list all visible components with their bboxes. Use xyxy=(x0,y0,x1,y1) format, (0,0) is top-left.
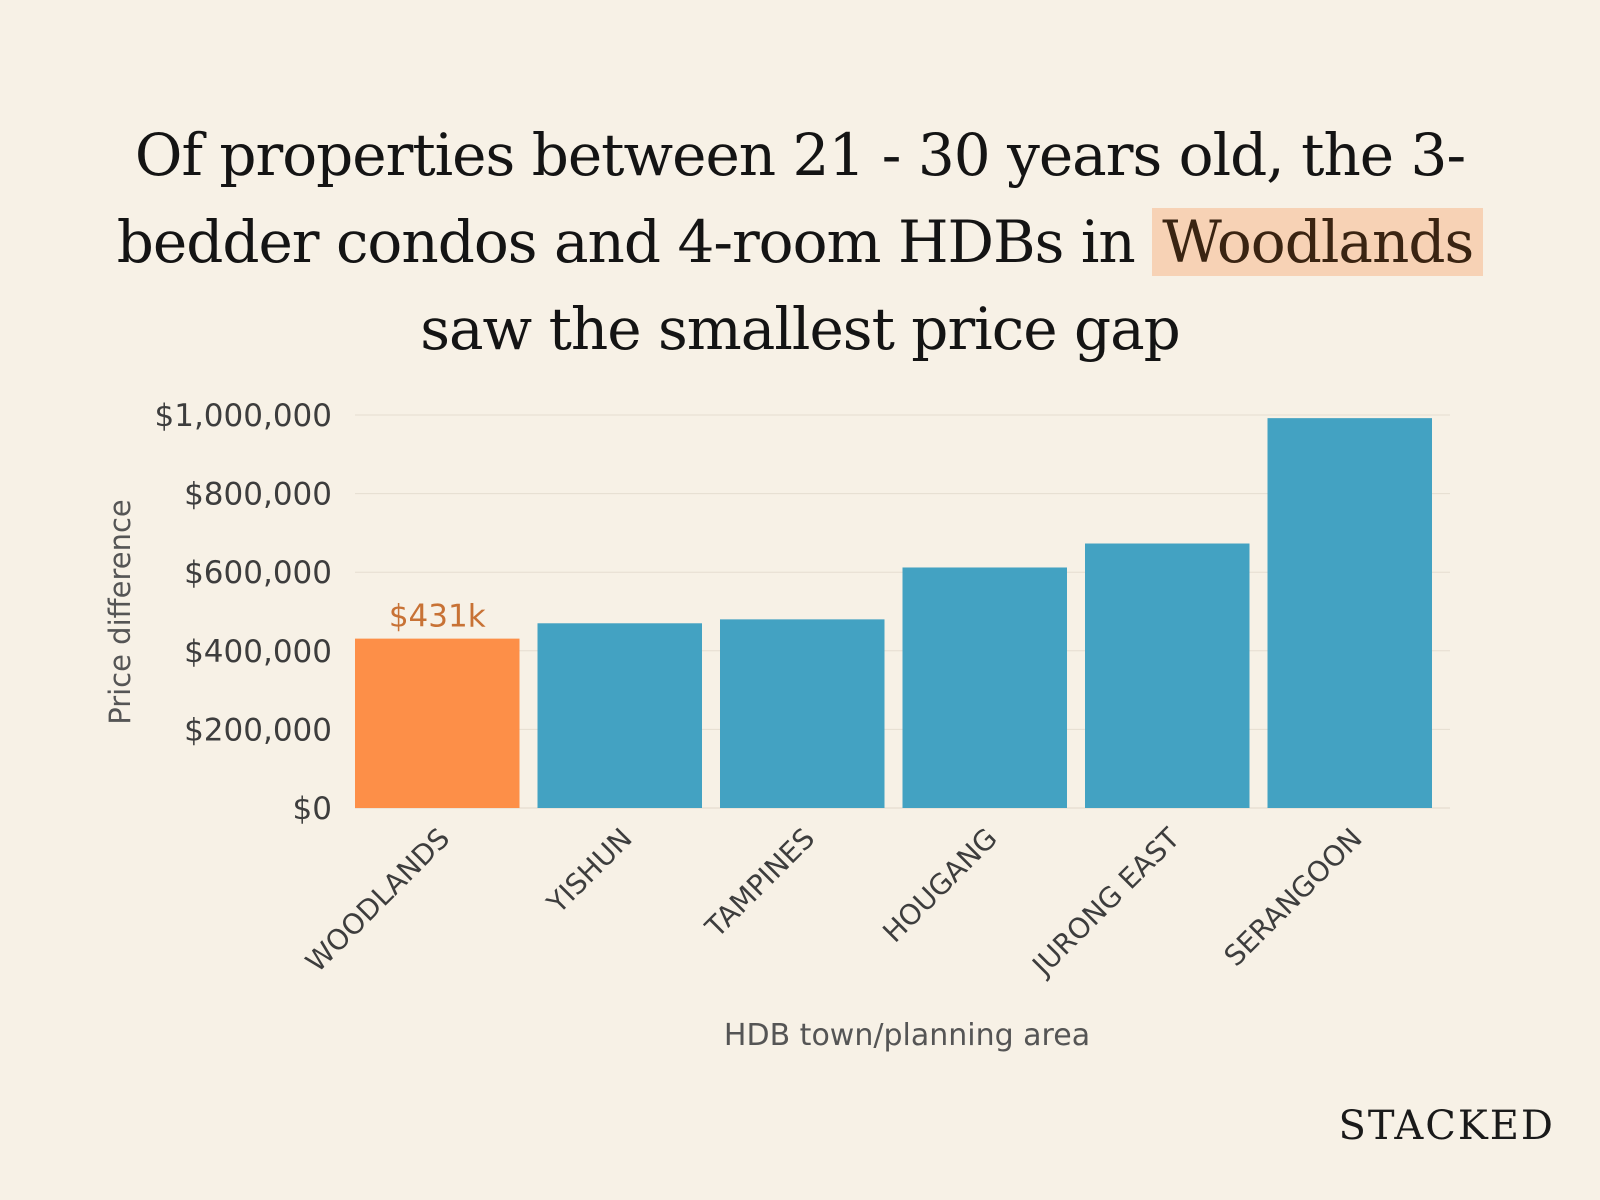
bar-tampines xyxy=(720,619,885,808)
x-tick-label: JURONG EAST xyxy=(1025,821,1187,983)
bar-hougang xyxy=(902,567,1067,808)
data-label: $431k xyxy=(389,599,486,635)
x-tick-label: SERANGOON xyxy=(1218,822,1369,973)
title-text-part2: saw the smallest price gap xyxy=(420,295,1181,363)
y-tick-label: $200,000 xyxy=(184,712,332,748)
x-tick-label: WOODLANDS xyxy=(299,822,456,979)
bar-woodlands xyxy=(355,638,520,808)
chart-title: Of properties between 21 - 30 years old,… xyxy=(100,112,1500,373)
bar-yishun xyxy=(537,623,702,808)
title-highlight-woodlands: Woodlands xyxy=(1152,208,1484,276)
bar-jurong-east xyxy=(1085,543,1250,808)
y-tick-label: $800,000 xyxy=(184,477,332,513)
x-tick-label: TAMPINES xyxy=(698,822,821,945)
y-tick-label: $0 xyxy=(293,791,332,827)
y-axis-title: Price difference xyxy=(103,499,137,725)
brand-logo: STACKED xyxy=(1338,1103,1555,1149)
x-axis-title: HDB town/planning area xyxy=(724,1018,1090,1053)
y-tick-label: $1,000,000 xyxy=(155,398,333,434)
x-tick-label: YISHUN xyxy=(540,822,639,921)
bar-serangoon xyxy=(1267,418,1432,808)
x-tick-label: HOUGANG xyxy=(876,822,1003,949)
title-text-part1: Of properties between 21 - 30 years old,… xyxy=(116,121,1466,276)
y-tick-label: $400,000 xyxy=(184,634,332,670)
y-tick-label: $600,000 xyxy=(184,555,332,591)
